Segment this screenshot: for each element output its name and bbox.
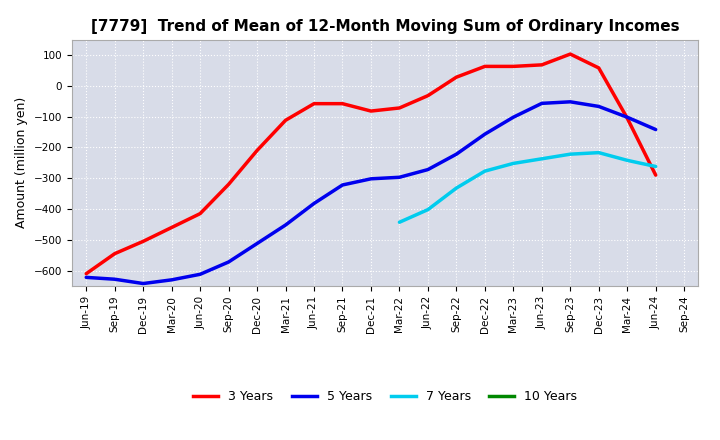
- 5 Years: [282, 222, 290, 227]
- 5 Years: [652, 127, 660, 132]
- 5 Years: [139, 281, 148, 286]
- 3 Years: [139, 238, 148, 244]
- Title: [7779]  Trend of Mean of 12-Month Moving Sum of Ordinary Incomes: [7779] Trend of Mean of 12-Month Moving …: [91, 19, 680, 34]
- 3 Years: [595, 65, 603, 70]
- 3 Years: [366, 108, 375, 114]
- 3 Years: [310, 101, 318, 106]
- 3 Years: [423, 93, 432, 98]
- 5 Years: [509, 114, 518, 120]
- 5 Years: [338, 182, 347, 187]
- 7 Years: [566, 151, 575, 157]
- 5 Years: [423, 167, 432, 172]
- 5 Years: [167, 277, 176, 282]
- 7 Years: [423, 207, 432, 212]
- 5 Years: [537, 101, 546, 106]
- 7 Years: [595, 150, 603, 155]
- 5 Years: [452, 151, 461, 157]
- 3 Years: [253, 148, 261, 153]
- 3 Years: [652, 172, 660, 178]
- 5 Years: [82, 275, 91, 280]
- 7 Years: [652, 164, 660, 169]
- 3 Years: [480, 64, 489, 69]
- 3 Years: [167, 225, 176, 230]
- Line: 5 Years: 5 Years: [86, 102, 656, 283]
- 5 Years: [595, 104, 603, 109]
- 5 Years: [395, 175, 404, 180]
- 3 Years: [395, 105, 404, 110]
- 3 Years: [110, 251, 119, 256]
- 7 Years: [537, 156, 546, 161]
- 7 Years: [509, 161, 518, 166]
- 7 Years: [480, 169, 489, 174]
- Legend: 3 Years, 5 Years, 7 Years, 10 Years: 3 Years, 5 Years, 7 Years, 10 Years: [188, 385, 582, 408]
- 3 Years: [537, 62, 546, 67]
- 5 Years: [623, 114, 631, 120]
- 3 Years: [566, 51, 575, 57]
- 5 Years: [196, 271, 204, 277]
- 5 Years: [566, 99, 575, 104]
- 7 Years: [452, 185, 461, 191]
- 3 Years: [225, 182, 233, 187]
- 5 Years: [225, 259, 233, 264]
- 5 Years: [366, 176, 375, 181]
- 5 Years: [310, 201, 318, 206]
- 3 Years: [338, 101, 347, 106]
- 5 Years: [253, 241, 261, 246]
- Y-axis label: Amount (million yen): Amount (million yen): [15, 97, 28, 228]
- 3 Years: [509, 64, 518, 69]
- 3 Years: [82, 271, 91, 276]
- Line: 3 Years: 3 Years: [86, 54, 656, 274]
- 3 Years: [623, 115, 631, 121]
- 3 Years: [452, 74, 461, 80]
- 3 Years: [282, 117, 290, 123]
- 5 Years: [110, 277, 119, 282]
- 7 Years: [623, 158, 631, 163]
- 5 Years: [480, 132, 489, 137]
- Line: 7 Years: 7 Years: [400, 153, 656, 222]
- 7 Years: [395, 220, 404, 225]
- 3 Years: [196, 211, 204, 216]
